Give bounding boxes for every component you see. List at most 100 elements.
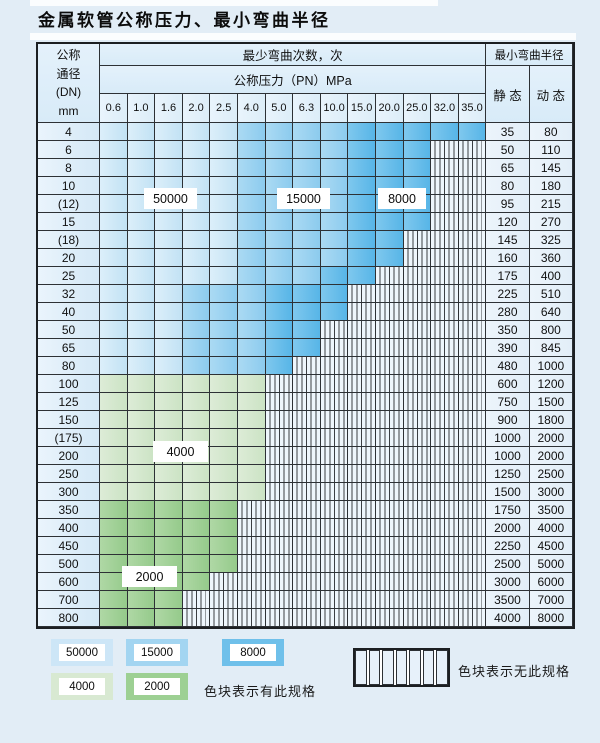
- pressure-col-1.6: 1.6: [155, 93, 183, 123]
- grid-cell-x: [265, 537, 294, 555]
- grid-cell-g2: [100, 609, 128, 627]
- grid-cell-x: [431, 213, 459, 231]
- zone-label-4000: 4000: [153, 441, 208, 462]
- grid-cell-x: [348, 537, 376, 555]
- legend-chip-15000: 15000: [126, 639, 188, 666]
- dn-cell: 600: [38, 573, 100, 591]
- grid-cell-x: [458, 141, 487, 159]
- grid-cell-b1: [127, 249, 156, 267]
- grid-cell-x: [403, 591, 432, 609]
- grid-cell-b3: [458, 123, 487, 141]
- grid-cell-x: [375, 519, 404, 537]
- grid-cell-g2: [155, 609, 183, 627]
- grid-cell-x: [237, 519, 266, 537]
- grid-cell-b1: [127, 159, 156, 177]
- grid-cell-x: [403, 357, 432, 375]
- static-value: 2500: [486, 555, 530, 573]
- grid-cell-g2: [155, 501, 183, 519]
- grid-cell-b2: [237, 267, 266, 285]
- grid-cell-b3: [265, 339, 294, 357]
- dynamic-value: 270: [529, 213, 573, 231]
- grid-cell-x: [403, 375, 432, 393]
- grid-cell-x: [458, 411, 487, 429]
- grid-cell-x: [375, 555, 404, 573]
- grid-cell-b3: [348, 195, 376, 213]
- grid-cell-x: [403, 519, 432, 537]
- grid-cell-x: [293, 537, 321, 555]
- grid-cell-x: [375, 285, 404, 303]
- scan-white-strip-under-title: [30, 33, 576, 40]
- grid-cell-g2: [155, 519, 183, 537]
- dn-cell: 125: [38, 393, 100, 411]
- radius-header: 最小弯曲半径: [486, 44, 573, 66]
- legend-chip-8000: 8000: [222, 639, 284, 666]
- legend-chip-2000: 2000: [126, 673, 188, 700]
- grid-cell-g2: [210, 555, 238, 573]
- grid-cell-x: [265, 375, 294, 393]
- grid-cell-g1: [237, 429, 266, 447]
- grid-cell-b3: [375, 123, 404, 141]
- zone-label-15000: 15000: [277, 188, 330, 209]
- grid-cell-b3: [293, 321, 321, 339]
- grid-cell-b2: [237, 321, 266, 339]
- pressure-table: 公称 通径 (DN) mm 最少弯曲次数，次 最小弯曲半径 公称压力（PN）MPa 静 态动 …: [36, 42, 575, 629]
- grid-cell-x: [458, 267, 487, 285]
- grid-cell-x: [320, 321, 349, 339]
- grid-cell-x: [458, 429, 487, 447]
- grid-cell-g2: [127, 591, 156, 609]
- grid-cell-b1: [182, 249, 211, 267]
- grid-cell-x: [458, 321, 487, 339]
- grid-cell-b1: [182, 267, 211, 285]
- grid-cell-g2: [155, 537, 183, 555]
- grid-cell-x: [431, 447, 459, 465]
- grid-cell-b1: [155, 339, 183, 357]
- static-value: 1000: [486, 429, 530, 447]
- grid-cell-g2: [182, 555, 211, 573]
- dn-cell: 500: [38, 555, 100, 573]
- grid-cell-x: [458, 303, 487, 321]
- grid-cell-x: [265, 411, 294, 429]
- cycles-header: 最少弯曲次数，次: [100, 44, 487, 66]
- legend-no-spec-text: 色块表示无此规格: [458, 664, 571, 679]
- grid-cell-g1: [127, 375, 156, 393]
- grid-cell-x: [375, 465, 404, 483]
- grid-cell-x: [431, 465, 459, 483]
- grid-cell-g1: [182, 465, 211, 483]
- static-value: 4000: [486, 609, 530, 627]
- grid-cell-g1: [127, 411, 156, 429]
- grid-cell-x: [403, 393, 432, 411]
- grid-cell-g2: [182, 501, 211, 519]
- grid-cell-x: [348, 447, 376, 465]
- grid-cell-b1: [210, 159, 238, 177]
- grid-cell-b2: [320, 141, 349, 159]
- grid-cell-x: [320, 537, 349, 555]
- grid-cell-b3: [348, 231, 376, 249]
- grid-cell-x: [348, 411, 376, 429]
- grid-cell-g2: [127, 501, 156, 519]
- grid-cell-x: [293, 501, 321, 519]
- grid-cell-g2: [182, 537, 211, 555]
- grid-cell-x: [320, 357, 349, 375]
- grid-cell-b2: [237, 177, 266, 195]
- grid-cell-x: [458, 447, 487, 465]
- grid-cell-b3: [375, 231, 404, 249]
- grid-cell-x: [431, 573, 459, 591]
- dynamic-value: 215: [529, 195, 573, 213]
- grid-cell-x: [403, 231, 432, 249]
- dynamic-value: 3500: [529, 501, 573, 519]
- pressure-col-4.0: 4.0: [237, 93, 266, 123]
- dn-cell: 15: [38, 213, 100, 231]
- grid-cell-b3: [348, 141, 376, 159]
- grid-cell-x: [182, 609, 211, 627]
- grid-cell-b2: [293, 231, 321, 249]
- static-value: 160: [486, 249, 530, 267]
- grid-cell-b3: [348, 177, 376, 195]
- grid-cell-x: [375, 321, 404, 339]
- grid-cell-b2: [237, 213, 266, 231]
- static-value: 1750: [486, 501, 530, 519]
- dynamic-value: 1500: [529, 393, 573, 411]
- pressure-col-6.3: 6.3: [293, 93, 321, 123]
- grid-cell-x: [431, 555, 459, 573]
- pressure-table-grid: 公称 通径 (DN) mm 最少弯曲次数，次 最小弯曲半径 公称压力（PN）MPa 静 态动 …: [38, 44, 573, 627]
- grid-cell-x: [431, 501, 459, 519]
